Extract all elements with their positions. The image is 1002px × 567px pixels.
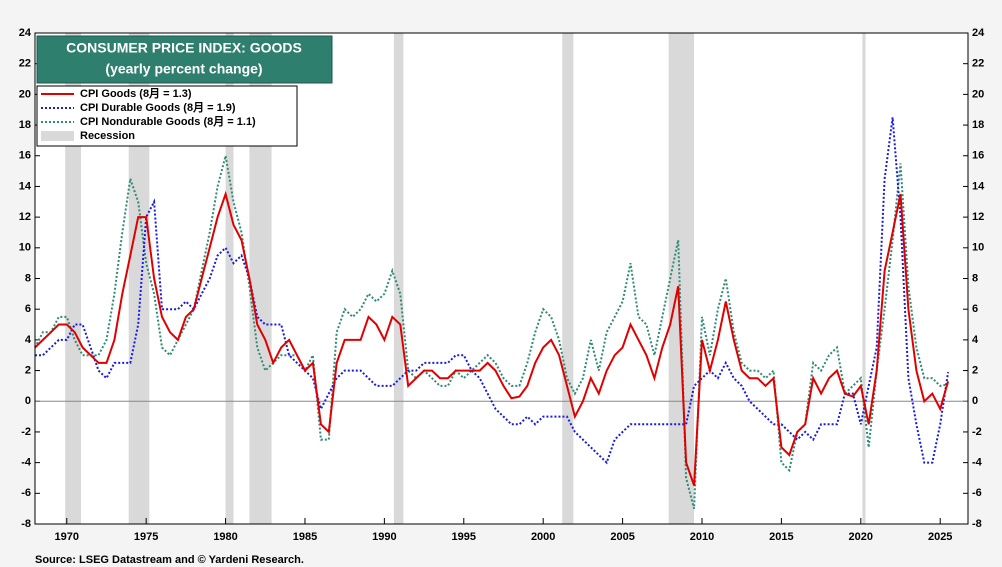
y-tick-label-right: 6: [972, 303, 978, 315]
x-tick-label: 1985: [293, 531, 317, 543]
y-tick-label: -2: [21, 426, 31, 438]
y-tick-label: 24: [19, 27, 32, 39]
x-tick-label: 1975: [134, 531, 158, 543]
x-tick-label: 2015: [769, 531, 793, 543]
series-line: [34, 155, 949, 509]
recession-band: [225, 33, 234, 524]
y-tick-label-right: 2: [972, 364, 978, 376]
y-tick-label-right: 4: [972, 334, 979, 346]
chart-title: CONSUMER PRICE INDEX: GOODS: [66, 40, 302, 56]
y-tick-label-right: 18: [972, 119, 984, 131]
y-tick-label-right: 16: [972, 150, 984, 162]
lines: [34, 117, 950, 509]
y-tick-label: 20: [19, 88, 31, 100]
y-tick-label-right: 14: [972, 180, 985, 192]
series-line: [34, 190, 950, 486]
y-tick-label: 4: [25, 334, 32, 346]
legend-label: CPI Nondurable Goods (8月 = 1.1): [80, 115, 256, 128]
y-tick-label-right: 22: [972, 58, 984, 70]
legend-label: CPI Durable Goods (8月 = 1.9): [80, 101, 236, 114]
y-tick-label: 2: [25, 364, 31, 376]
y-tick-label: 0: [25, 395, 31, 407]
x-tick-label: 1995: [452, 531, 476, 543]
x-tick-label: 1980: [213, 531, 237, 543]
legend-label: Recession: [80, 130, 135, 142]
x-tick-label: 2010: [690, 531, 714, 543]
x-tick-label: 1990: [372, 531, 396, 543]
recession-band: [393, 33, 404, 524]
y-tick-label: 22: [19, 58, 31, 70]
x-tick-label: 2025: [928, 531, 952, 543]
y-tick-label-right: -4: [972, 457, 983, 469]
y-tick-label-right: -8: [972, 518, 982, 530]
y-tick-label: -4: [21, 457, 32, 469]
y-tick-label-right: -6: [972, 487, 982, 499]
recession-band: [862, 33, 866, 524]
y-tick-label-right: 20: [972, 88, 984, 100]
x-tick-label: 2005: [610, 531, 634, 543]
x-tick-label: 2020: [849, 531, 873, 543]
legend-box: [36, 85, 298, 147]
y-tick-label-right: -2: [972, 426, 982, 438]
y-tick-label: 6: [25, 303, 31, 315]
plot-border: [34, 32, 969, 525]
y-tick-label: -6: [21, 487, 31, 499]
y-tick-label-right: 24: [972, 27, 985, 39]
legend-swatch: [41, 131, 74, 141]
y-tick-label: 12: [19, 211, 31, 223]
legend-label: CPI Goods (8月 = 1.3): [80, 87, 192, 100]
x-tick-label: 1970: [55, 531, 79, 543]
y-tick-label-right: 0: [972, 395, 978, 407]
chart-subtitle: (yearly percent change): [105, 61, 262, 77]
y-tick-label: 18: [19, 119, 31, 131]
recession-band: [668, 33, 695, 524]
title-box: [36, 35, 333, 84]
y-tick-label: -8: [21, 518, 31, 530]
y-tick-label: 14: [19, 180, 32, 192]
y-tick-label: 8: [25, 272, 31, 284]
y-tick-label-right: 8: [972, 272, 978, 284]
y-tick-label-right: 10: [972, 242, 984, 254]
legend: CPI Goods (8月 = 1.3)CPI Durable Goods (8…: [36, 85, 298, 147]
x-tick-label: 2000: [531, 531, 555, 543]
y-tick-label-right: 12: [972, 211, 984, 223]
recession-band: [562, 33, 574, 524]
y-tick-label: 10: [19, 242, 31, 254]
source: Source: LSEG Datastream and © Yardeni Re…: [35, 554, 304, 566]
y-tick-label: 16: [19, 150, 31, 162]
